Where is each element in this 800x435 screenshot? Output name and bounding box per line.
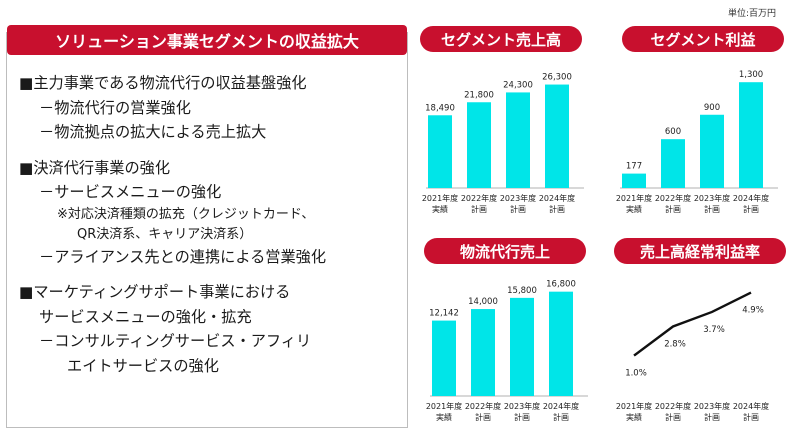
bar bbox=[661, 139, 685, 188]
data-label: 900 bbox=[704, 103, 720, 113]
category-label-year: 2021年度 bbox=[422, 193, 458, 203]
bar bbox=[545, 84, 569, 188]
category-label-year: 2021年度 bbox=[616, 193, 652, 203]
solution-segment-panel: ソリューション事業セグメントの収益拡大 ■主力事業である物流代行の収益基盤強化 －… bbox=[6, 25, 408, 428]
series-line bbox=[633, 291, 752, 357]
bullet-line: ■マーケティングサポート事業における bbox=[19, 283, 291, 301]
bullet-line: －サービスメニューの強化 bbox=[39, 183, 222, 201]
category-label-kind: 実績 bbox=[432, 204, 448, 214]
category-label-year: 2024年度 bbox=[543, 401, 579, 411]
bullet-line: ■主力事業である物流代行の収益基盤強化 bbox=[19, 74, 307, 92]
bar bbox=[622, 173, 646, 188]
category-label-kind: 実績 bbox=[626, 412, 642, 422]
category-label-kind: 計画 bbox=[704, 412, 720, 422]
bullet-line: ※対応決済種類の拡充（クレジットカード、 bbox=[57, 206, 315, 222]
bullet-line: －アライアンス先との連携による営業強化 bbox=[39, 247, 327, 266]
category-label-year: 2022年度 bbox=[655, 401, 691, 411]
bar bbox=[739, 82, 763, 188]
bullet-gap bbox=[19, 269, 401, 280]
data-label: 1.0% bbox=[625, 369, 647, 379]
category-label-year: 2023年度 bbox=[504, 401, 540, 411]
data-label: 21,800 bbox=[464, 90, 494, 100]
data-label: 3.7% bbox=[703, 325, 725, 335]
bullet-line: ■決済代行事業の強化 bbox=[19, 158, 171, 177]
bullet-line: －コンサルティングサービス・アフィリ bbox=[39, 332, 312, 350]
data-label: 1,300 bbox=[739, 70, 763, 80]
segment-sales-chart: 18,49021,80024,30026,3002021年度実績2022年度計画… bbox=[422, 73, 584, 214]
bar bbox=[471, 309, 495, 396]
category-label-kind: 計画 bbox=[471, 204, 487, 214]
category-label-year: 2022年度 bbox=[655, 193, 691, 203]
unit-label: 単位:百万円 bbox=[728, 9, 777, 19]
data-label: 16,800 bbox=[546, 280, 576, 290]
category-label-year: 2023年度 bbox=[500, 193, 536, 203]
category-label-kind: 計画 bbox=[510, 204, 526, 214]
category-label-kind: 計画 bbox=[553, 412, 569, 422]
category-label-year: 2021年度 bbox=[616, 401, 652, 411]
category-label-kind: 計画 bbox=[514, 412, 530, 422]
data-label: 26,300 bbox=[542, 73, 572, 83]
bar bbox=[432, 320, 456, 396]
category-label-kind: 計画 bbox=[743, 204, 759, 214]
category-label-kind: 計画 bbox=[549, 204, 565, 214]
bar bbox=[510, 297, 534, 396]
segment-profit-chart: 1776009001,3002021年度実績2022年度計画2023年度計画20… bbox=[616, 70, 778, 214]
chart-title-segment-profit: セグメント利益 bbox=[622, 26, 784, 52]
category-label-kind: 実績 bbox=[436, 412, 452, 422]
bar bbox=[467, 102, 491, 188]
ordinary-profit-margin-chart: 1.0%2.8%3.7%4.9%2021年度実績2022年度計画2023年度計画… bbox=[616, 291, 769, 422]
category-label-kind: 計画 bbox=[743, 412, 759, 422]
bullet-line: －物流代行の営業強化 bbox=[39, 98, 191, 117]
bullet-gap bbox=[19, 145, 401, 156]
bar bbox=[700, 114, 724, 188]
logistics-sales-chart: 12,14214,00015,80016,8002021年度実績2022年度計画… bbox=[426, 280, 588, 422]
bullet-line: QR決済系、キャリア決済系） bbox=[77, 226, 253, 242]
chart-title-logistics-sales: 物流代行売上 bbox=[424, 238, 586, 264]
category-label-kind: 計画 bbox=[704, 204, 720, 214]
category-label-year: 2024年度 bbox=[733, 193, 769, 203]
bullet-line: －物流拠点の拡大による売上拡大 bbox=[39, 123, 267, 141]
data-label: 177 bbox=[626, 162, 642, 172]
category-label-year: 2022年度 bbox=[461, 193, 497, 203]
bar bbox=[428, 115, 452, 188]
category-label-year: 2024年度 bbox=[733, 401, 769, 411]
data-label: 24,300 bbox=[503, 80, 533, 90]
data-label: 14,000 bbox=[468, 297, 498, 307]
data-label: 12,142 bbox=[429, 309, 459, 319]
chart-title-ordinary-profit-margin: 売上高経常利益率 bbox=[614, 238, 786, 264]
bullet-line: エイトサービスの強化 bbox=[67, 356, 219, 375]
bullet-line: サービスメニューの強化・拡充 bbox=[39, 307, 252, 326]
data-label: 4.9% bbox=[742, 306, 764, 316]
data-label: 2.8% bbox=[664, 339, 686, 349]
data-label: 18,490 bbox=[425, 103, 455, 113]
category-label-year: 2021年度 bbox=[426, 401, 462, 411]
category-label-kind: 実績 bbox=[626, 204, 642, 214]
category-label-year: 2022年度 bbox=[465, 401, 501, 411]
category-label-kind: 計画 bbox=[475, 412, 491, 422]
category-label-year: 2023年度 bbox=[694, 193, 730, 203]
category-label-kind: 計画 bbox=[665, 204, 681, 214]
category-label-year: 2023年度 bbox=[694, 401, 730, 411]
strategy-bullets: ■主力事業である物流代行の収益基盤強化 －物流代行の営業強化 －物流拠点の拡大による… bbox=[19, 71, 401, 378]
bar bbox=[549, 291, 573, 396]
data-label: 600 bbox=[665, 127, 681, 137]
data-label: 15,800 bbox=[507, 286, 537, 296]
chart-title-segment-sales: セグメント売上高 bbox=[420, 26, 582, 52]
panel-title: ソリューション事業セグメントの収益拡大 bbox=[7, 25, 407, 55]
category-label-year: 2024年度 bbox=[539, 193, 575, 203]
category-label-kind: 計画 bbox=[665, 412, 681, 422]
bar bbox=[506, 92, 530, 188]
